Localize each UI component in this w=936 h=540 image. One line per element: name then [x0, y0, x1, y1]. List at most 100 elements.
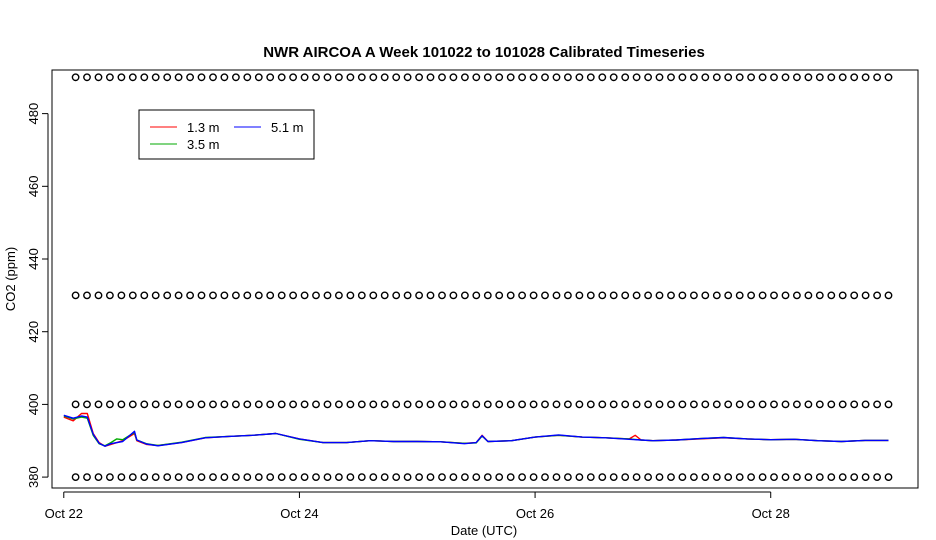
data-point — [815, 73, 824, 82]
data-point — [289, 473, 297, 481]
data-point — [701, 291, 710, 300]
data-point — [518, 400, 526, 409]
data-point — [243, 73, 252, 82]
data-point — [426, 473, 435, 481]
data-point — [94, 291, 103, 300]
data-point — [827, 73, 836, 82]
data-point — [873, 291, 881, 300]
data-point — [231, 473, 240, 481]
x-tick-label: Oct 24 — [280, 506, 318, 521]
data-point — [403, 73, 412, 82]
data-point — [586, 400, 595, 409]
data-point — [781, 291, 790, 300]
legend-label: 3.5 m — [187, 137, 220, 152]
y-tick-label: 420 — [26, 321, 41, 343]
data-point — [197, 291, 206, 300]
data-point — [678, 400, 687, 409]
data-point — [254, 73, 263, 82]
data-point — [609, 400, 618, 409]
data-point — [300, 291, 309, 300]
x-axis-label: Date (UTC) — [451, 523, 517, 538]
data-point — [690, 400, 698, 409]
data-point — [346, 291, 355, 300]
data-point — [598, 73, 607, 82]
data-point — [770, 73, 778, 82]
data-point — [564, 400, 572, 409]
data-point — [827, 400, 836, 409]
data-point — [186, 73, 195, 82]
data-point — [140, 291, 149, 300]
data-point — [758, 400, 767, 409]
data-point — [541, 73, 549, 82]
data-point — [701, 473, 710, 481]
data-point — [518, 473, 526, 481]
y-axis-label: CO2 (ppm) — [3, 247, 18, 311]
data-point — [712, 291, 721, 300]
data-point — [266, 473, 275, 481]
data-point — [380, 73, 389, 82]
data-point — [254, 400, 263, 409]
data-point — [873, 400, 881, 409]
data-point — [323, 400, 332, 409]
data-point — [300, 73, 309, 82]
data-point — [621, 73, 630, 82]
data-point — [621, 400, 630, 409]
data-point — [518, 291, 526, 300]
data-point — [712, 473, 721, 481]
data-point — [495, 473, 504, 481]
data-point — [289, 400, 297, 409]
data-point — [850, 73, 859, 82]
data-point — [770, 291, 778, 300]
data-point — [220, 400, 229, 409]
data-point — [357, 400, 366, 409]
data-point — [300, 473, 309, 481]
data-point — [598, 400, 607, 409]
data-point — [575, 291, 584, 300]
data-point — [701, 400, 710, 409]
data-point — [850, 400, 859, 409]
data-point — [655, 291, 664, 300]
data-point — [140, 73, 149, 82]
data-point — [815, 473, 824, 481]
data-point — [598, 291, 607, 300]
data-point — [415, 400, 423, 409]
data-point — [438, 291, 446, 300]
data-point — [472, 73, 481, 82]
data-point — [243, 400, 252, 409]
data-point — [483, 73, 492, 82]
data-point — [71, 400, 80, 409]
data-point — [415, 73, 423, 82]
data-point — [163, 291, 172, 300]
data-point — [346, 73, 355, 82]
data-point — [83, 291, 91, 300]
data-point — [564, 473, 572, 481]
data-point — [174, 73, 183, 82]
data-point — [575, 73, 584, 82]
data-point — [369, 400, 378, 409]
data-point — [380, 473, 389, 481]
data-point — [724, 291, 733, 300]
data-point — [289, 291, 297, 300]
data-point — [472, 473, 481, 481]
data-point — [735, 73, 744, 82]
data-point — [277, 73, 286, 82]
data-point — [667, 473, 675, 481]
data-point — [644, 73, 652, 82]
data-point — [300, 400, 309, 409]
data-point — [850, 473, 859, 481]
data-point — [586, 291, 595, 300]
data-point — [277, 400, 286, 409]
data-point — [266, 400, 275, 409]
data-point — [541, 473, 549, 481]
data-point — [117, 473, 126, 481]
data-point — [128, 473, 137, 481]
data-point — [541, 400, 549, 409]
data-point — [735, 400, 744, 409]
x-tick-label: Oct 26 — [516, 506, 554, 521]
data-point — [323, 473, 332, 481]
data-point — [106, 73, 114, 82]
data-point — [655, 400, 664, 409]
data-point — [793, 73, 801, 82]
x-axis: Oct 22 Oct 24 Oct 26 Oct 28 — [45, 491, 790, 521]
